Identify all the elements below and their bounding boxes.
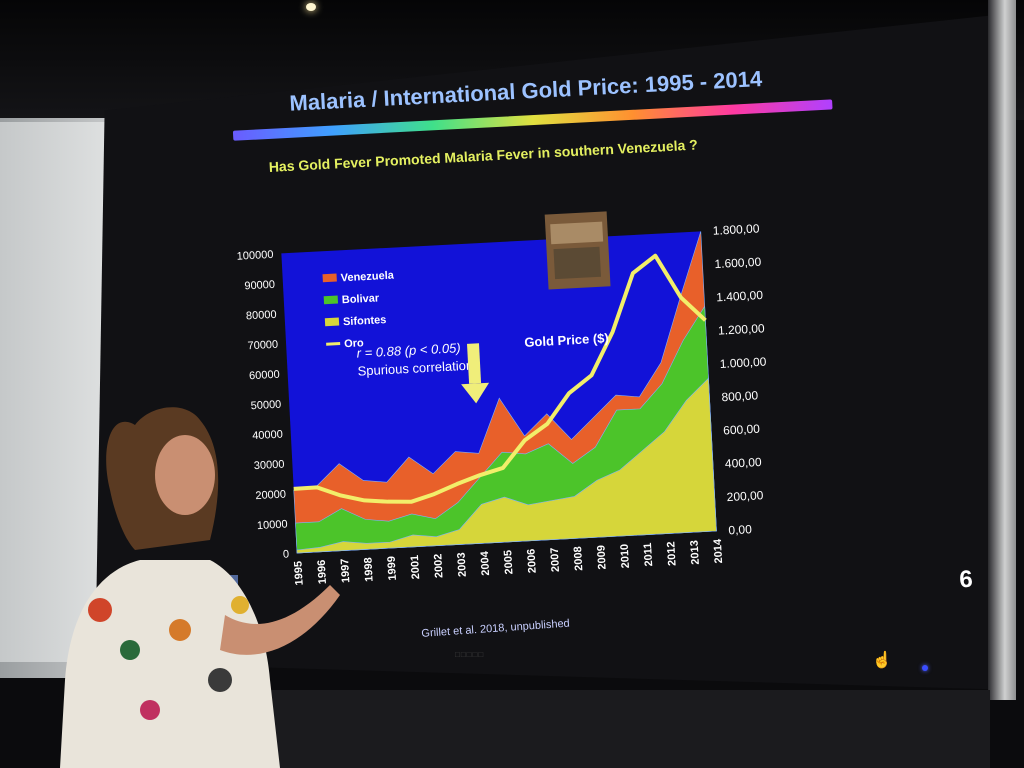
- ceiling-light: [306, 3, 316, 11]
- area-sifontes: [296, 377, 717, 554]
- legend-swatch: [323, 295, 339, 305]
- x-tick: 2010: [619, 544, 632, 569]
- area-series: [293, 231, 717, 554]
- spurious-text: Spurious correlation?: [357, 357, 480, 378]
- x-tick: 2003: [456, 552, 469, 577]
- y-left-tick: 0: [283, 548, 290, 560]
- x-tick: 2013: [689, 540, 702, 565]
- gold-price-label: Gold Price ($): [524, 330, 609, 349]
- x-tick: 2014: [712, 538, 725, 564]
- tv-brand: □□□□□: [455, 650, 485, 659]
- y-right-tick: 0,00: [728, 522, 752, 537]
- y-right-tick: 400,00: [725, 455, 763, 471]
- legend-label: Bolivar: [342, 292, 381, 306]
- line-oro: [293, 253, 707, 504]
- legend-swatch: [324, 317, 340, 327]
- y-right-axis: 1.800,00 1.600,00 1.400,00 1.200,00 1.000,00…: [712, 221, 767, 537]
- x-tick: 1995: [292, 561, 305, 586]
- x-axis: 1995 1996 1997 1998 1999 2001 2002 2003 2004 2005…: [292, 538, 725, 586]
- hand-logo-icon: ☝: [872, 652, 892, 669]
- x-tick: 2005: [502, 550, 515, 575]
- y-right-tick: 1.400,00: [716, 288, 764, 304]
- x-tick: 2001: [409, 555, 422, 580]
- slide-number: 6: [958, 565, 974, 594]
- x-tick: 2011: [642, 542, 655, 566]
- legend-label: Sifontes: [343, 314, 387, 328]
- x-tick: 2009: [595, 545, 608, 570]
- photo-inset: [544, 211, 611, 290]
- legend-label: Venezuela: [340, 270, 395, 285]
- x-tick: 1997: [339, 558, 352, 583]
- y-left-tick: 30000: [254, 459, 285, 473]
- y-left-tick: 60000: [249, 369, 280, 383]
- gold-line-series: [293, 253, 707, 504]
- legend: Venezuela Bolivar Sifontes Oro: [322, 270, 395, 350]
- y-left-tick: 10000: [257, 518, 288, 532]
- x-tick: 2012: [665, 541, 678, 566]
- x-tick: 2004: [479, 550, 492, 576]
- x-tick: 2006: [525, 548, 538, 573]
- power-led-icon: [922, 665, 928, 671]
- y-left-tick: 20000: [255, 489, 286, 503]
- legend-swatch: [322, 273, 337, 283]
- correlation-text: r = 0.88 (p < 0.05): [356, 340, 461, 360]
- y-right-tick: 1.800,00: [712, 221, 760, 237]
- x-tick: 2002: [432, 553, 445, 578]
- tv-bezel: [988, 0, 1016, 700]
- x-tick: 1999: [386, 556, 399, 581]
- y-right-tick: 200,00: [726, 488, 764, 504]
- malaria-gold-chart: 1000009000080000700006000050000400003000…: [236, 211, 767, 586]
- legend-label: Oro: [344, 337, 364, 350]
- y-left-tick: 90000: [244, 279, 275, 293]
- y-left-tick: 80000: [246, 309, 277, 323]
- legend-swatch: [326, 341, 341, 346]
- y-left-tick: 70000: [247, 339, 278, 353]
- y-right-tick: 1.600,00: [714, 255, 762, 271]
- x-tick: 2008: [572, 546, 585, 571]
- x-tick: 1998: [362, 557, 375, 582]
- y-left-tick: 100000: [236, 249, 273, 263]
- slide-subtitle: Has Gold Fever Promoted Malaria Fever in…: [268, 136, 699, 175]
- y-left-axis: 1000009000080000700006000050000400003000…: [236, 249, 290, 561]
- x-tick: 2007: [549, 547, 562, 572]
- presentation-slide: Malaria / International Gold Price: 1995…: [150, 0, 1000, 640]
- presenter: [60, 407, 340, 768]
- y-right-tick: 600,00: [723, 422, 761, 438]
- y-right-tick: 1.000,00: [719, 355, 767, 371]
- tv-stand: [200, 690, 990, 768]
- down-arrow-icon: [461, 343, 490, 404]
- y-right-tick: 1.200,00: [718, 321, 766, 337]
- x-tick: 1996: [316, 559, 329, 584]
- y-right-tick: 800,00: [721, 388, 759, 404]
- y-left-tick: 50000: [250, 399, 281, 413]
- y-left-tick: 40000: [252, 429, 283, 443]
